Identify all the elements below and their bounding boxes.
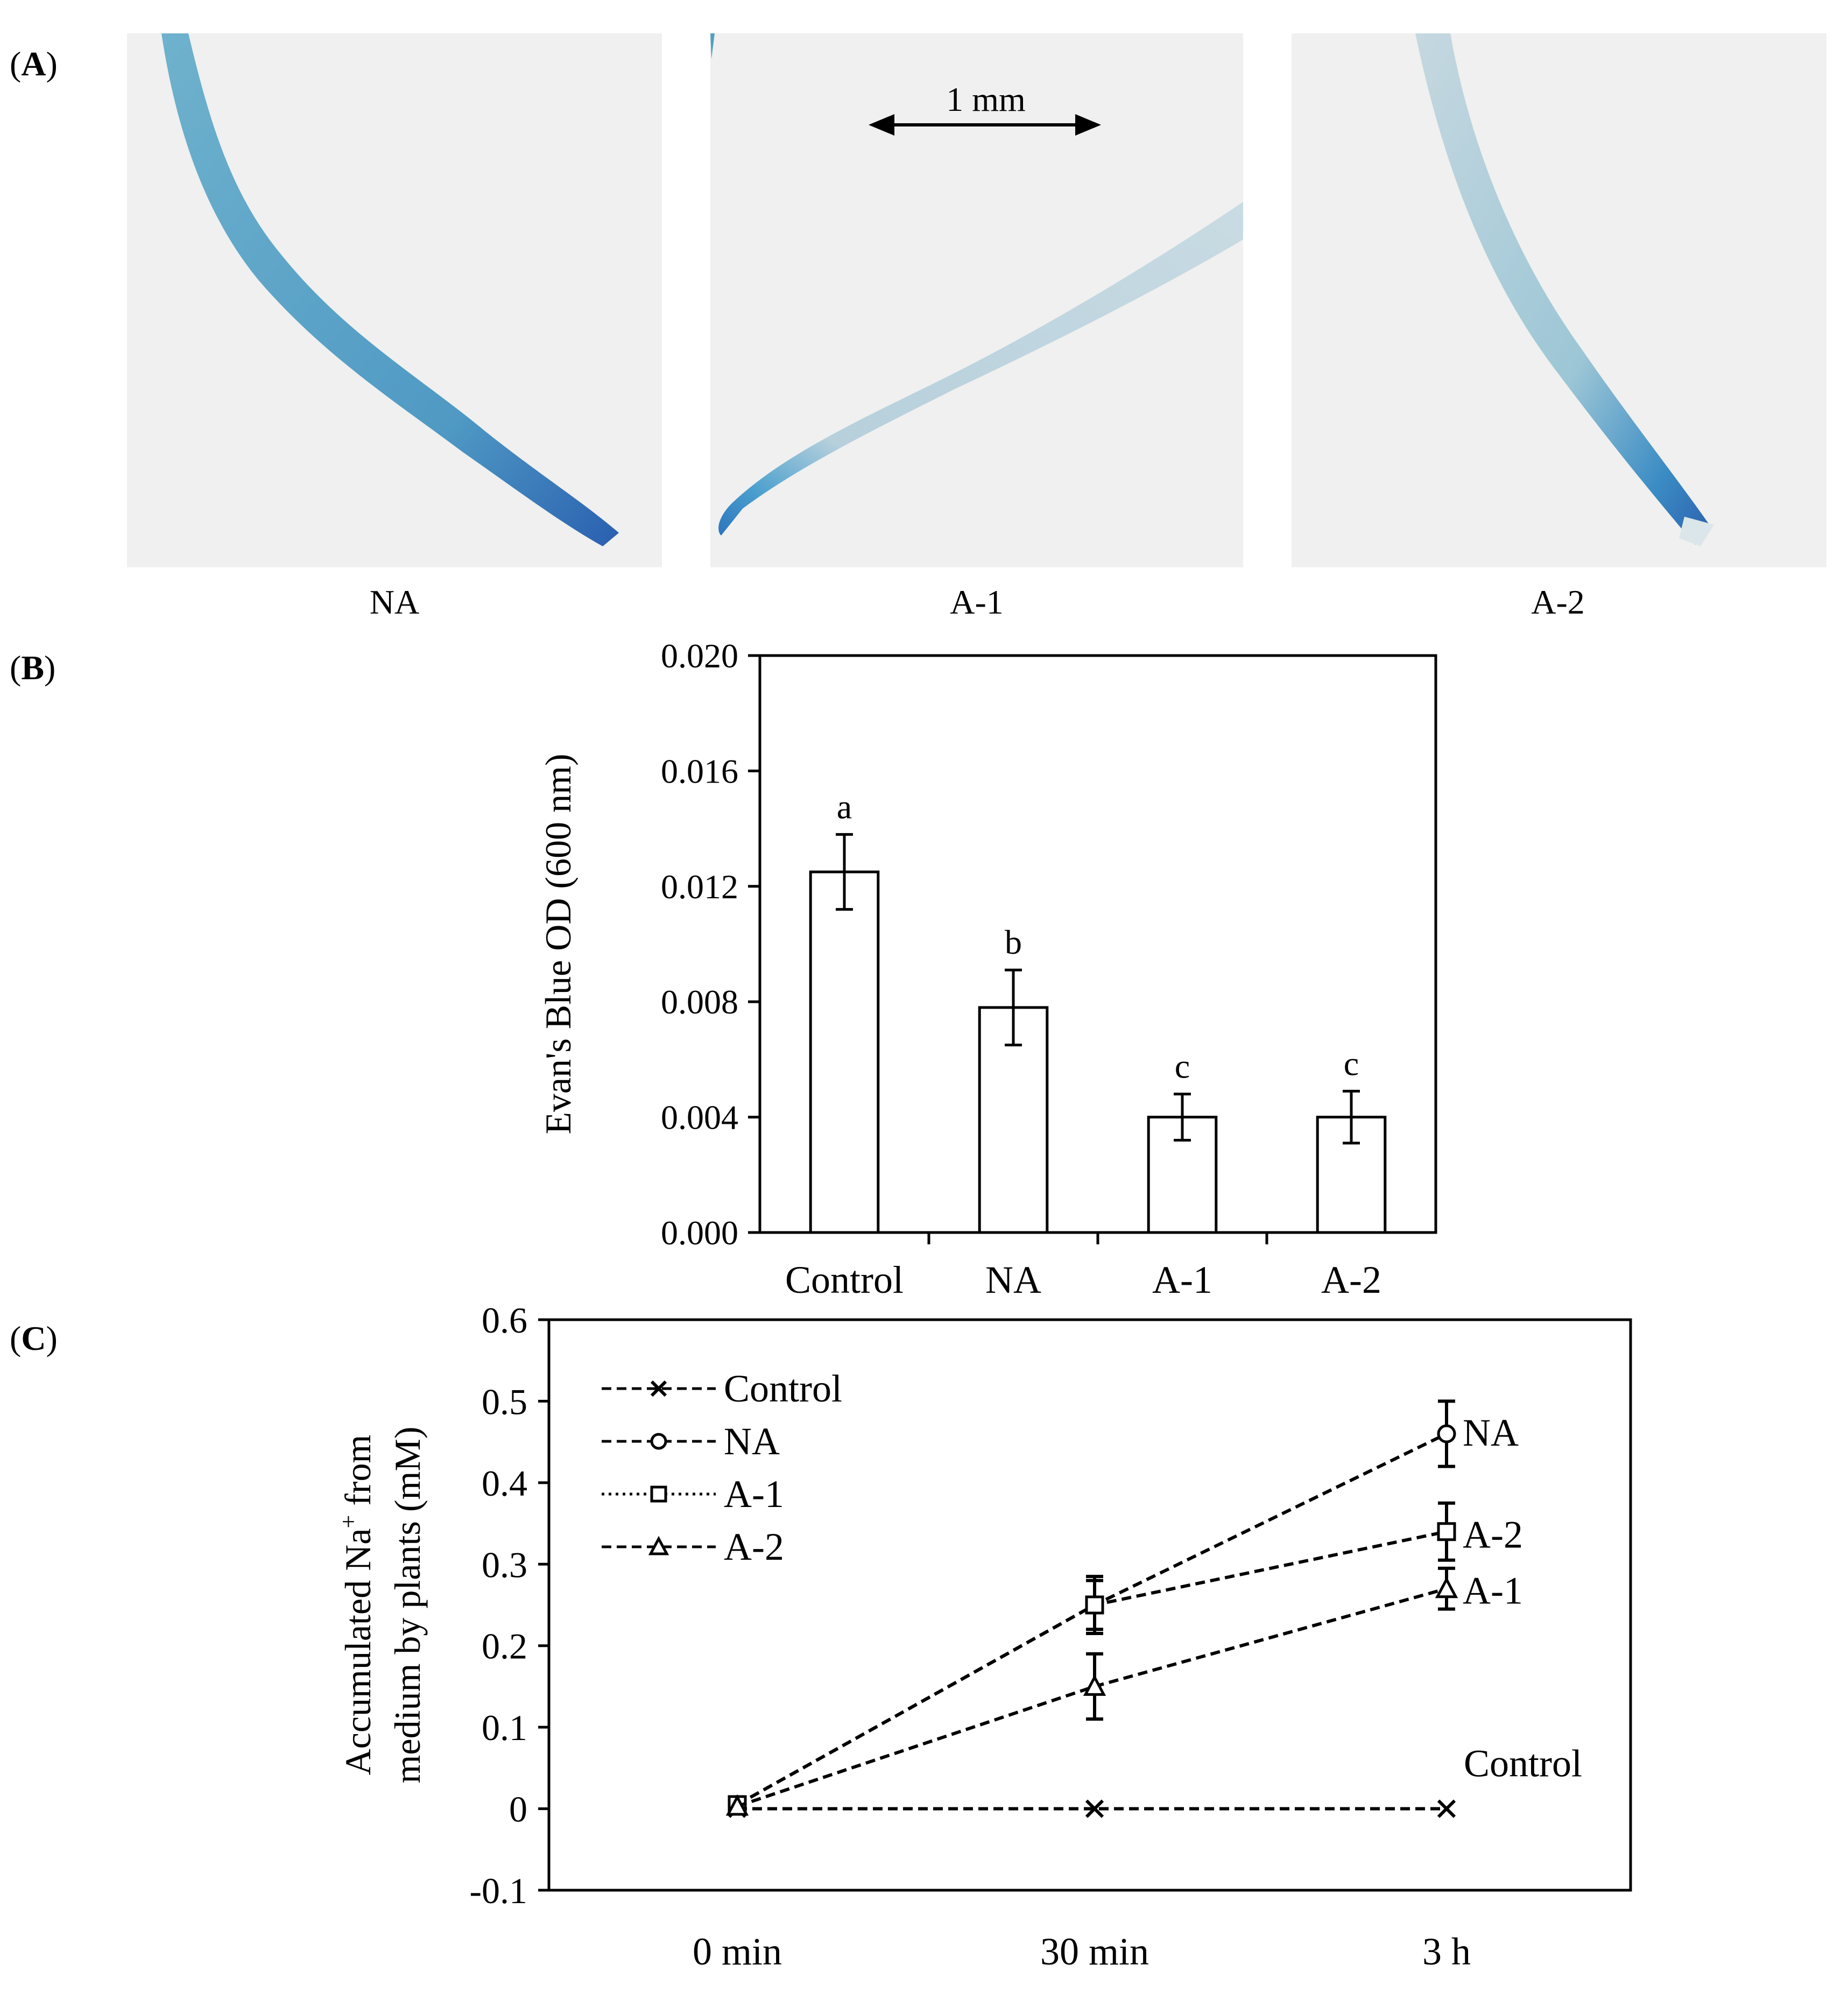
legend-label: A-2 [724,1525,784,1568]
y-axis-label: Evan's Blue OD (600 nm) [538,753,579,1134]
photo-background [710,33,1243,567]
series-end-label: Control [1464,1742,1582,1785]
legend-item: A-1 [602,1473,784,1516]
series-na: NA [728,1399,1519,1814]
triangle-marker [648,1536,669,1555]
panel-c: (C) -0.1 0 0.1 0.2 0.3 0.4 0.5 0.6 0 min 30 min 3 … [10,1300,1632,1973]
y-tick-label: -0.1 [469,1870,527,1911]
y-tick-label: 0.004 [661,1098,738,1137]
significance-label: c [1175,1047,1190,1086]
legend-item: NA [602,1420,780,1463]
series-line [737,1587,1447,1808]
series-line [736,1530,1447,1806]
legend-label: Control [724,1367,842,1410]
photo-label-na: NA [370,583,419,621]
panel-c-label: (C) [10,1319,58,1357]
x-tick-label: 0 min [693,1930,782,1973]
photo-background [127,33,662,567]
triangle-marker [1083,1674,1106,1696]
x-marker [1085,1799,1104,1818]
x-tick-label: NA [985,1258,1041,1301]
x-tick-label: A-1 [1152,1258,1212,1301]
y-tick-label: 0.016 [661,752,738,790]
y-tick-label: 0.5 [482,1381,527,1422]
series-a-1: A-2 [728,1501,1523,1814]
square-marker [1437,1522,1456,1541]
significance-label: b [1005,923,1022,961]
y-axis-label-line1: Accumulated Na+ from [335,1435,378,1776]
legend-item: Control [602,1367,842,1410]
bar [809,870,880,1234]
legend-label: A-1 [724,1473,784,1516]
series-a-2: A-1 [725,1566,1523,1816]
significance-label: a [837,787,852,826]
y-tick-label: 0.020 [661,637,738,675]
legend-item: A-2 [602,1525,784,1568]
panel-a-label: (A) [10,45,58,83]
square-marker [1085,1595,1104,1615]
root-fragment [710,33,715,59]
legend-label: NA [724,1420,780,1463]
y-tick-label: 0 [509,1789,527,1830]
bar-chart: 0.000 0.004 0.008 0.012 0.016 0.020 a Control b N… [538,637,1437,1301]
root-photo-a2 [1292,33,1826,567]
series-end-label: A-2 [1463,1513,1523,1557]
x-tick-label: A-2 [1321,1258,1381,1301]
circle-marker [650,1433,667,1450]
y-tick-label: 0.012 [661,868,738,906]
scale-bar: 1 mm [869,80,1101,136]
photo-label-a2: A-2 [1531,583,1585,621]
root-photo-a1: 1 mm [710,33,1243,567]
root-photo-na [127,33,662,567]
y-tick-label: 0.008 [661,983,738,1021]
photo-background [1292,33,1826,567]
circle-marker [1437,1424,1456,1443]
stained-root [1415,33,1711,545]
panel-b: (B) 0.000 0.004 0.008 0.012 0.016 0.020 a Contr… [10,637,1437,1301]
x-tick-label: 30 min [1040,1930,1149,1973]
series-control: Control [728,1742,1582,1818]
series-end-label: A-1 [1463,1569,1523,1612]
y-tick-label: 0.000 [661,1214,738,1252]
series-line [736,1432,1448,1806]
photo-label-a1: A-1 [950,583,1004,621]
panel-b-label: (B) [10,649,55,687]
scale-bar-label: 1 mm [946,80,1026,118]
x-marker [650,1380,667,1397]
root-tip-cap [1679,517,1714,546]
legend: Control NA A-1 A-2 [602,1367,842,1568]
series-end-label: NA [1463,1411,1519,1454]
plot-frame [547,1318,1632,1892]
significance-label: c [1344,1044,1359,1082]
panel-a: (A) NA 1 mm A-1 A-2 [10,33,1826,621]
y-tick-label: 0.3 [482,1544,527,1585]
x-tick-label: Control [785,1258,904,1301]
y-tick-label: 0.6 [482,1300,527,1341]
triangle-marker [725,1794,749,1816]
stained-root [718,202,1243,536]
y-axis-label-line2: medium by plants (mM) [387,1427,428,1784]
y-tick-label: 0.4 [482,1463,527,1504]
x-marker [1437,1799,1456,1818]
line-chart: -0.1 0 0.1 0.2 0.3 0.4 0.5 0.6 0 min 30 min 3 h Acc… [335,1300,1632,1973]
y-tick-label: 0.2 [482,1626,527,1667]
y-tick-label: 0.1 [482,1707,527,1748]
triangle-marker [1435,1576,1458,1598]
square-marker [650,1485,667,1503]
x-tick-label: 3 h [1422,1930,1471,1973]
